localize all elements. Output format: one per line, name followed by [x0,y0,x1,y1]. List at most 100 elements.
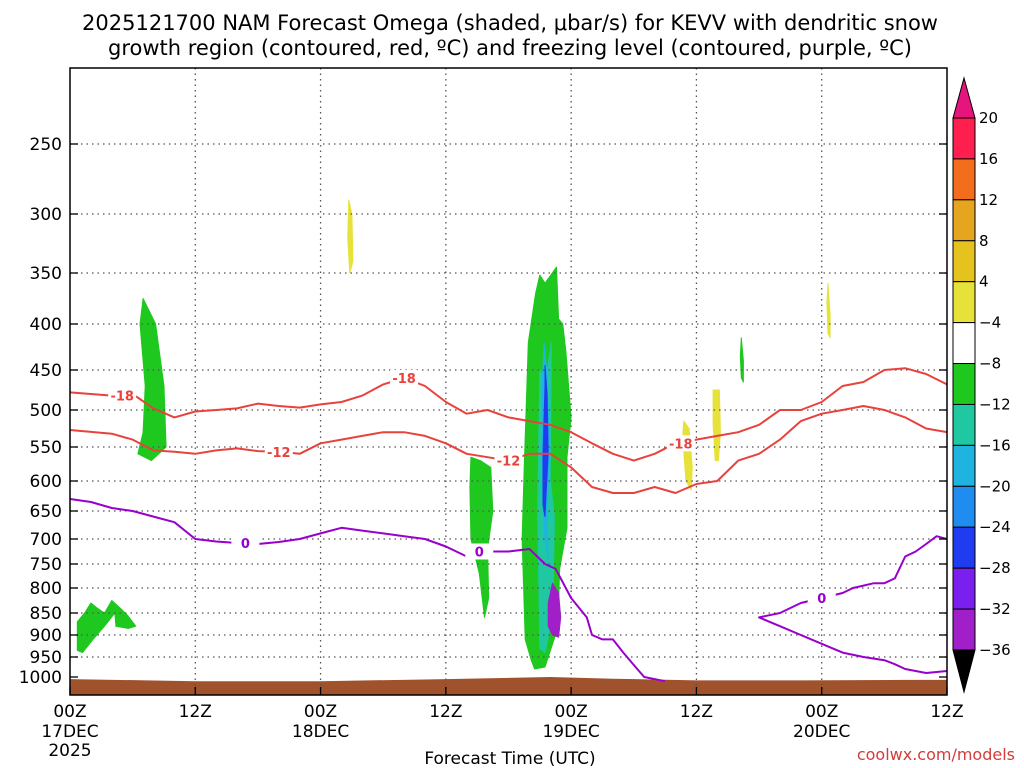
omega-region-6 [542,364,549,518]
isotherm-label-bg-1-0 [264,443,293,460]
isotherm-0-3 [758,535,947,674]
colorbar-swatch-11 [952,567,976,610]
y-tick-label-850: 850 [30,604,62,624]
colorbar-label-8: −16 [979,436,1011,454]
colorbar: 20 16 12 8 4 −4 −8 −12 −16 −20 −24 −28 −32 −36 [952,76,1011,694]
isotherm-label-bg-3-0 [807,590,836,606]
isotherm-label-1-1: -12 [497,455,521,470]
y-tick-label-1000: 1000 [19,668,62,688]
colorbar-label-7: −12 [979,395,1011,413]
chart-title-line-1: 2025121700 NAM Forecast Omega (shaded, μ… [82,11,938,35]
x-tick-date-72: 20DEC [793,722,850,742]
isotherm-label-0-1: -18 [392,372,416,387]
x-tick-year-0: 2025 [48,741,91,761]
isotherm-label-0-2: -18 [669,437,693,452]
x-tick-date-24: 18DEC [292,722,349,742]
x-tick-label-48: 00Z [555,702,588,722]
colorbar-swatch-0 [952,117,976,160]
omega-region-2 [469,456,494,618]
colorbar-label-11: −28 [979,559,1011,577]
isotherm--12-1 [70,405,947,494]
x-tick-label-12: 12Z [179,702,212,722]
isotherm-0-2 [70,498,666,683]
omega-region-9 [682,420,693,491]
colorbar-swatch-10 [952,526,976,569]
omega-region-1 [76,600,137,654]
colorbar-top-arrow [952,76,976,119]
colorbar-label-5: −4 [979,314,1001,332]
isotherm--18-0 [70,367,947,462]
colorbar-label-9: −20 [979,477,1011,495]
isotherm-label-bg-0-1 [390,370,419,386]
omega-region-7 [547,582,562,638]
colorbar-swatch-12 [952,608,976,651]
colorbar-swatch-1 [952,158,976,201]
isotherm-label-2-0: 0 [241,537,250,552]
colorbar-swatch-2 [952,199,976,242]
y-tick-label-250: 250 [30,135,62,155]
y-tick-label-950: 950 [30,648,62,668]
isotherm-label-0-0: -18 [110,390,134,405]
colorbar-label-12: −32 [979,600,1011,618]
colorbar-label-13: −36 [979,641,1011,659]
y-tick-label-550: 550 [30,438,62,458]
x-tick-label-36: 12Z [429,702,462,722]
y-tick-label-700: 700 [30,530,62,550]
colorbar-swatch-8 [952,444,976,487]
plot-frame [69,67,948,696]
chart-title-line-2: growth region (contoured, red, ºC) and f… [108,36,912,60]
colorbar-swatch-3 [952,240,976,283]
colorbar-label-3: 8 [979,232,989,250]
colorbar-bottom-arrow [952,649,976,694]
x-axis-label: Forecast Time (UTC) [424,749,595,768]
isotherm-label-bg-0-2 [666,435,695,452]
y-tick-label-400: 400 [30,315,62,335]
chart-title: 2025121700 NAM Forecast Omega (shaded, μ… [82,11,938,60]
colorbar-label-6: −8 [979,355,1001,373]
colorbar-swatch-6 [952,363,976,405]
credit-text: coolwx.com/models [857,745,1015,764]
omega-region-12 [739,337,744,383]
x-tick-label-72: 00Z [805,702,838,722]
x-tick-date-0: 17DEC [41,722,98,742]
colorbar-label-0: 20 [979,109,998,127]
y-tick-label-500: 500 [30,401,62,421]
omega-region-8 [347,199,354,274]
y-tick-label-900: 900 [30,626,62,646]
y-tick-label-650: 650 [30,502,62,522]
y-tick-label-600: 600 [30,472,62,492]
y-tick-label-450: 450 [30,361,62,381]
y-tick-label-750: 750 [30,555,62,575]
isotherm-label-2-1: 0 [475,546,484,561]
colorbar-swatch-9 [952,485,976,528]
omega-shading [70,199,947,695]
y-tick-label-800: 800 [30,579,62,599]
surface-terrain [70,677,947,695]
omega-region-0 [137,298,167,462]
isotherm-label-bg-2-0 [231,535,260,551]
colorbar-label-2: 12 [979,191,998,209]
y-tick-label-350: 350 [30,264,62,284]
x-tick-label-60: 12Z [680,702,713,722]
plot-border [69,67,948,696]
omega-region-10 [712,389,721,462]
colorbar-swatch-5 [952,322,976,365]
colorbar-swatch-4 [952,281,976,324]
x-tick-label-84: 12Z [930,702,963,722]
isotherm-label-1-0: -12 [267,446,291,461]
x-tick-label-24: 00Z [304,702,337,722]
x-tick-date-48: 19DEC [542,722,599,742]
y-axis: 2503003504004505005506006507007508008509… [19,135,947,688]
contour-lines: -18 -18 -18 -12 -12 0 0 0 [70,367,947,683]
isotherm-label-bg-1-1 [494,452,523,469]
omega-region-11 [826,282,831,339]
colorbar-label-1: 16 [979,150,998,168]
isotherm-label-bg-0-0 [108,387,137,404]
isotherm-label-3-0: 0 [817,592,826,607]
colorbar-label-10: −24 [979,518,1011,536]
y-tick-label-300: 300 [30,205,62,225]
x-tick-label-0: 00Z [53,702,86,722]
isotherm-label-bg-2-1 [465,543,494,560]
